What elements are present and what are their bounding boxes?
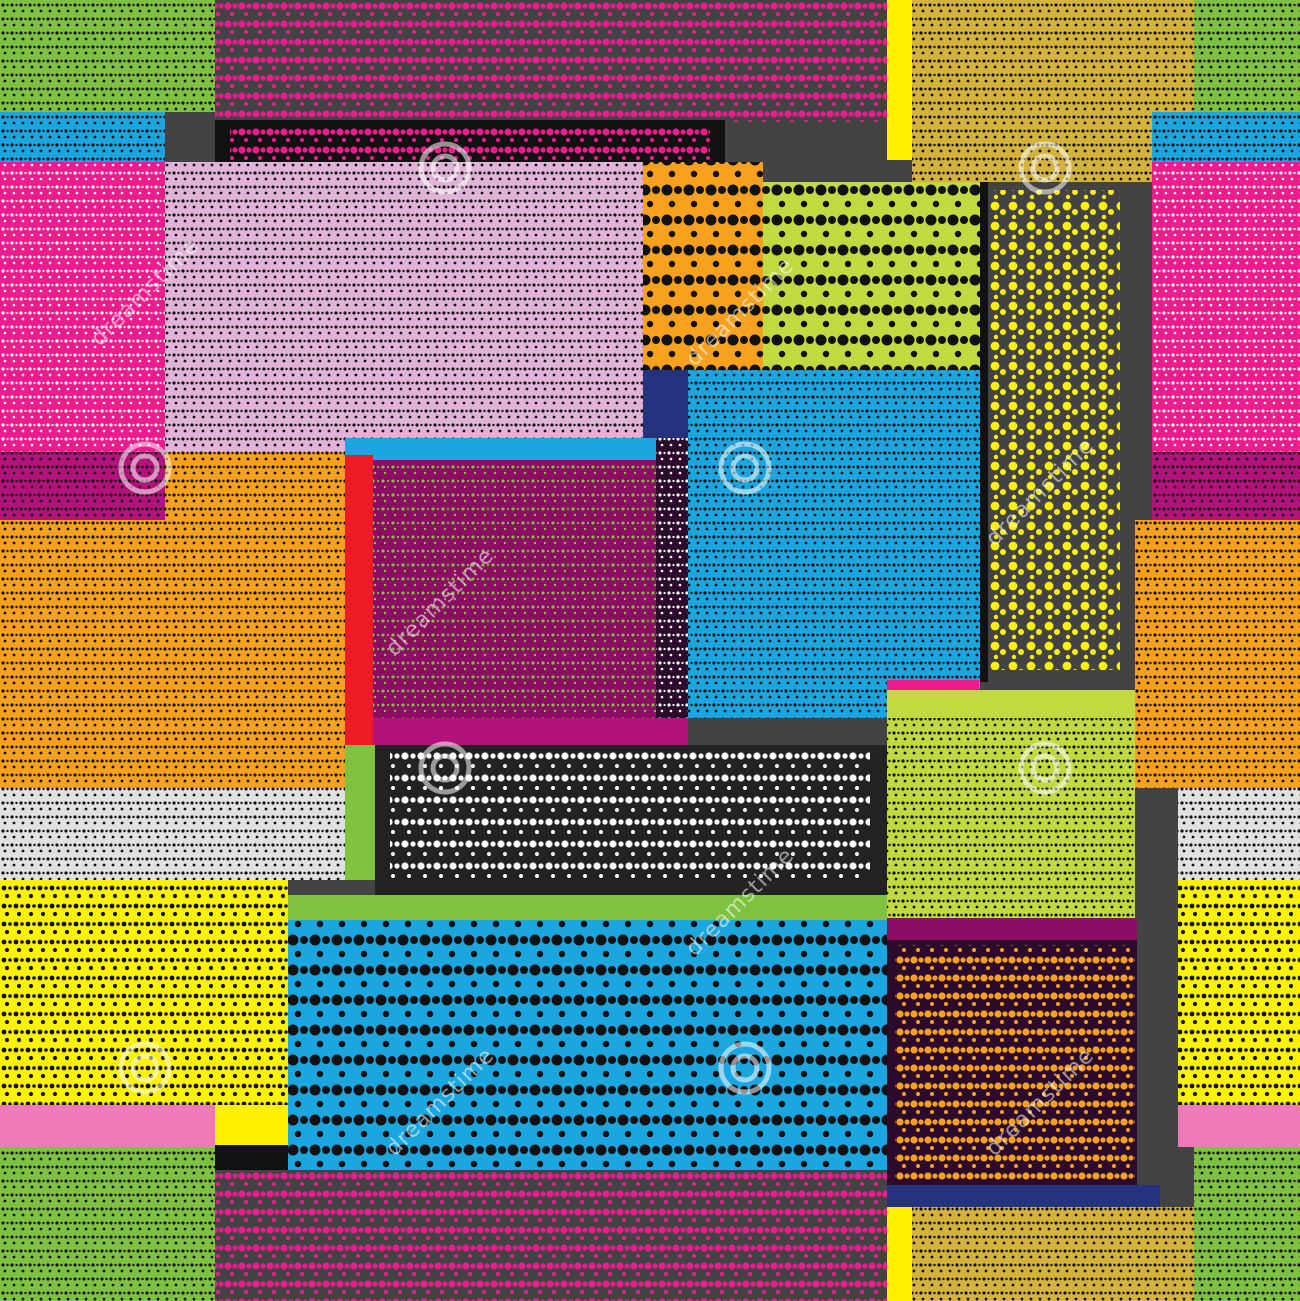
- left-magenta-block: [0, 162, 165, 520]
- left-blue-strip: [0, 112, 165, 162]
- left-light-gray-strip: [0, 788, 345, 880]
- right-magenta-block: [1152, 162, 1300, 520]
- right-blue-strip: [1152, 112, 1300, 162]
- bottom-right-green-block: [1194, 1147, 1300, 1301]
- bottom-left-green-block: [0, 1147, 215, 1301]
- bottom-blue-block: [288, 895, 887, 1170]
- dark-purple-column: [656, 438, 688, 718]
- right-orange-block: [1135, 520, 1300, 788]
- bottom-charcoal-magenta-dots-block: [215, 1170, 887, 1301]
- top-right-green-block: [1194, 0, 1300, 112]
- top-charcoal-magenta-dots-block: [215, 0, 887, 122]
- top-khaki-block: [912, 0, 1194, 182]
- left-yellow-block: [0, 880, 288, 1145]
- top-left-green-block: [0, 0, 215, 112]
- black-white-dots-block: [345, 745, 887, 895]
- orange-big-dots-block: [643, 162, 763, 370]
- right-light-gray-strip: [1178, 788, 1300, 880]
- bottom-yellow-accent: [887, 1207, 912, 1301]
- lime-right-block: [887, 690, 1135, 920]
- charcoal-yellow-dots-column: [980, 182, 1135, 682]
- top-yellow-accent: [887, 0, 912, 160]
- left-pink-strip: [0, 1105, 215, 1147]
- right-pink-strip: [1178, 1105, 1300, 1147]
- right-yellow-block: [1178, 880, 1300, 1105]
- bottom-khaki-block: [912, 1207, 1194, 1301]
- light-pink-block: [165, 162, 643, 452]
- dreamstime-spiral-icon: [118, 141, 1072, 1095]
- middle-blue-block: [688, 370, 980, 718]
- lime-big-dots-block: [763, 182, 980, 370]
- plum-green-dots-block: [345, 438, 688, 745]
- top-black-strip: [215, 120, 725, 165]
- left-orange-block: [0, 452, 345, 788]
- dark-purple-orange-dots-block: [885, 918, 1160, 1207]
